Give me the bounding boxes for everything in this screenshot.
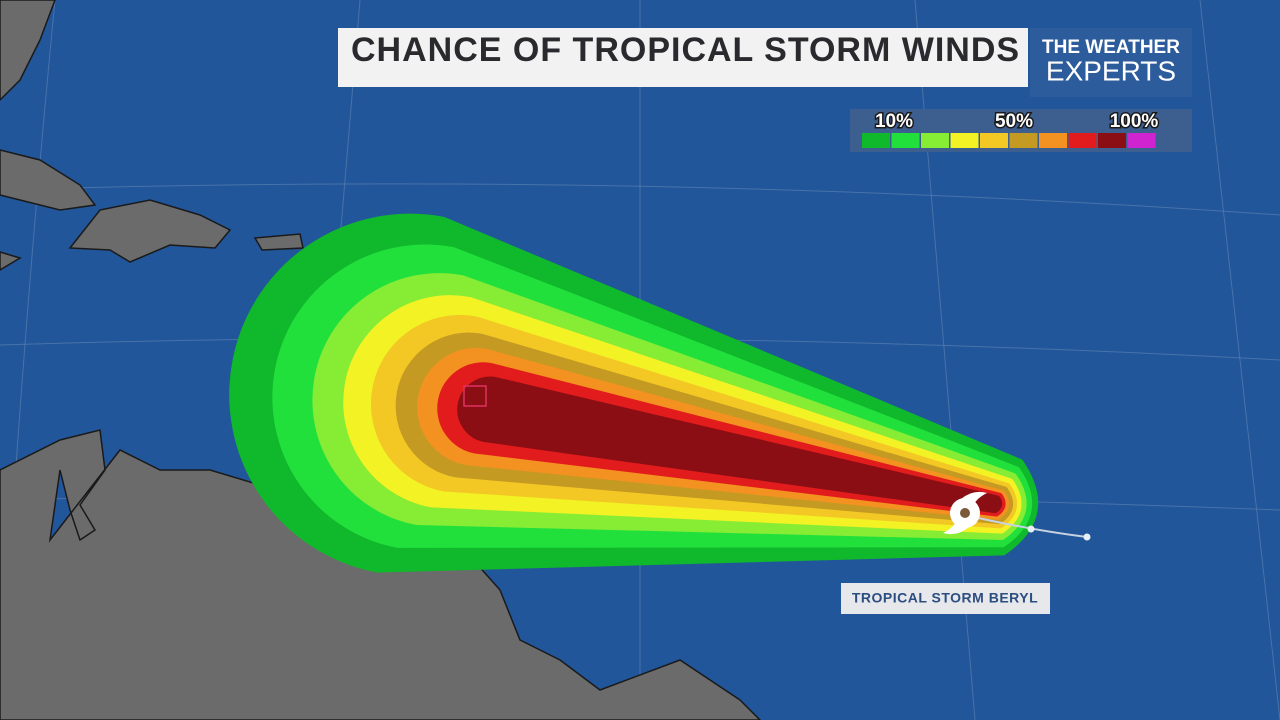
title: CHANCE OF TROPICAL STORM WINDS [351,31,1020,69]
legend-swatch [1127,133,1156,148]
legend-label: 100% [1110,111,1159,132]
legend-swatch [1098,133,1126,148]
legend-swatch [921,133,949,148]
logo-line: EXPERTS [1046,55,1176,86]
logo-line: THE WEATHER [1042,37,1180,58]
cone-layer [457,376,1003,514]
legend-swatch [1068,133,1097,148]
legend-swatch [1009,133,1038,148]
legend: 10% 50% 100% [862,110,1160,148]
logo-box [1030,28,1192,97]
marker [463,385,487,407]
storm-track [964,514,1091,541]
legend-swatch [891,133,920,148]
storm-label: TROPICAL STORM BERYL [852,590,1038,606]
title-box [338,28,1028,87]
legend-swatch [862,133,890,148]
legend-label: 50% [995,111,1033,132]
storm-icon [943,491,987,535]
storm-label-box [841,583,1050,614]
legend-swatch [950,133,979,148]
legend-swatch [980,133,1008,148]
legend-swatch [1039,133,1067,148]
wind-probability-cone [229,213,1039,573]
legend-label: 10% [875,111,913,132]
